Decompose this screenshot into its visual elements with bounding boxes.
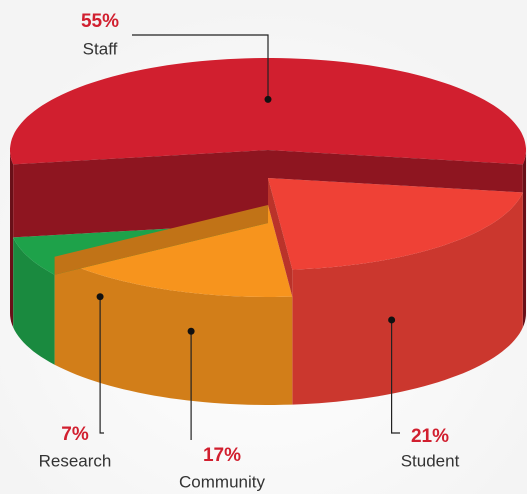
category-label: Student — [401, 451, 460, 470]
slice-side — [292, 192, 523, 405]
leader-dot — [264, 95, 272, 103]
slice-wall — [54, 205, 268, 275]
leader-dot — [388, 316, 396, 324]
leader-dot — [187, 327, 195, 335]
category-label: Staff — [83, 39, 118, 58]
slice-side — [54, 256, 293, 405]
leader-line — [99, 296, 104, 434]
slice-side — [522, 150, 526, 328]
leader-line — [132, 34, 269, 100]
slice-wall — [268, 178, 293, 297]
value-label: 17% — [203, 445, 241, 466]
slice-side — [10, 150, 14, 328]
leader-line — [391, 319, 400, 434]
slice-top — [10, 58, 526, 165]
slice-wall — [13, 150, 269, 238]
value-label: 55% — [81, 11, 119, 32]
slice-side — [13, 237, 55, 365]
value-label: 7% — [61, 424, 89, 445]
slice-wall — [268, 150, 523, 193]
category-label: Community — [179, 472, 265, 491]
category-label: Research — [39, 451, 112, 470]
slice-top — [268, 178, 523, 270]
leader-dot — [96, 293, 104, 301]
value-label: 21% — [411, 426, 449, 447]
